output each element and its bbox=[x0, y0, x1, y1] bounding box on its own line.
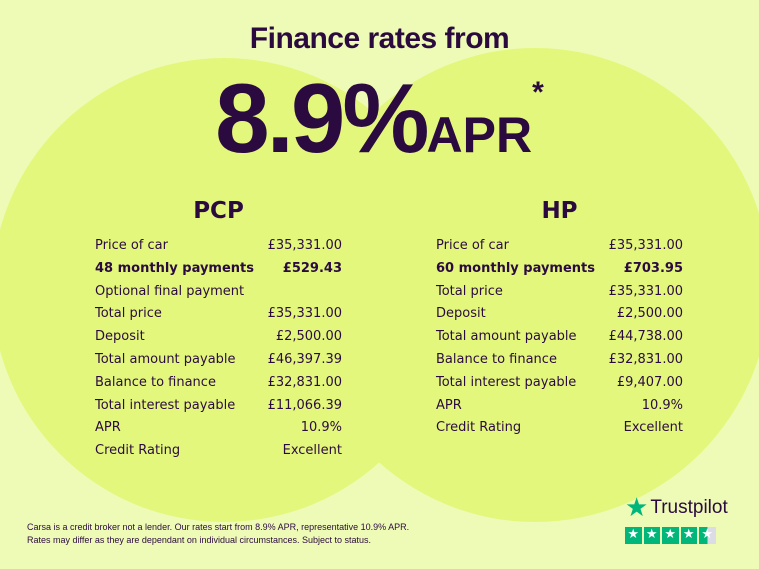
hp-row: APR 10.9% bbox=[436, 395, 683, 418]
row-value: £32,831.00 bbox=[608, 351, 683, 367]
pcp-row: Balance to finance £32,831.00 bbox=[95, 372, 342, 395]
pcp-row: Credit Rating Excellent bbox=[95, 440, 342, 463]
row-label: Optional final payment bbox=[95, 283, 245, 299]
rating-star-icon: ★ bbox=[662, 527, 679, 544]
row-label: Total price bbox=[436, 283, 503, 299]
row-value: £35,331.00 bbox=[608, 283, 683, 299]
pcp-table: PCP Price of car £35,331.00 48 monthly pay… bbox=[95, 198, 342, 463]
row-label: APR bbox=[436, 397, 462, 413]
rating-star-icon: ★ bbox=[643, 527, 660, 544]
rating-star-icon: ★ bbox=[699, 527, 716, 544]
row-label: Total interest payable bbox=[95, 397, 236, 413]
row-label: 60 monthly payments bbox=[436, 260, 595, 276]
pcp-row: APR 10.9% bbox=[95, 417, 342, 440]
trustpilot-rating: ★ ★ ★ ★ ★ bbox=[625, 527, 728, 544]
hp-title: HP bbox=[541, 198, 578, 224]
hp-row: Balance to finance £32,831.00 bbox=[436, 349, 683, 372]
row-label: Credit Rating bbox=[436, 420, 522, 436]
disclaimer-line-1: Carsa is a credit broker not a lender. O… bbox=[27, 522, 410, 532]
row-value: 10.9% bbox=[641, 397, 683, 413]
row-label: Price of car bbox=[95, 238, 168, 253]
pcp-row: Deposit £2,500.00 bbox=[95, 326, 342, 349]
row-value: £32,831.00 bbox=[267, 374, 342, 390]
trustpilot-star-icon: ★ bbox=[625, 492, 649, 522]
row-value: £529.43 bbox=[282, 260, 342, 276]
row-value: Excellent bbox=[623, 420, 683, 436]
row-label: Credit Rating bbox=[95, 443, 181, 459]
pcp-row: Total interest payable £11,066.39 bbox=[95, 395, 342, 418]
rating-star-icon: ★ bbox=[680, 527, 697, 544]
row-value: £9,407.00 bbox=[616, 374, 683, 390]
headline-rate: 8.9%APR* bbox=[0, 62, 759, 173]
hp-row: Price of car £35,331.00 bbox=[436, 235, 683, 258]
headline-title: Finance rates from bbox=[249, 22, 510, 55]
hp-row: 60 monthly payments £703.95 bbox=[436, 258, 683, 281]
row-value: £35,331.00 bbox=[267, 238, 342, 253]
row-value: £703.95 bbox=[623, 260, 683, 276]
hp-table: HP Price of car £35,331.00 60 monthly paym… bbox=[436, 198, 683, 440]
background-circle-right bbox=[300, 48, 759, 522]
asterisk: * bbox=[532, 76, 544, 109]
row-value: £46,397.39 bbox=[267, 351, 342, 367]
pcp-row: Total price £35,331.00 bbox=[95, 303, 342, 326]
row-label: Total interest payable bbox=[436, 374, 577, 390]
row-label: APR bbox=[95, 420, 121, 436]
row-label: Price of car bbox=[436, 238, 509, 253]
pcp-row: 48 monthly payments £529.43 bbox=[95, 258, 342, 281]
rating-star-icon: ★ bbox=[625, 527, 642, 544]
hp-row: Total amount payable £44,738.00 bbox=[436, 326, 683, 349]
row-label: Total amount payable bbox=[95, 351, 236, 367]
hp-row: Deposit £2,500.00 bbox=[436, 303, 683, 326]
hp-row: Credit Rating Excellent bbox=[436, 417, 683, 440]
trustpilot-badge[interactable]: ★ Trustpilot ★ ★ ★ ★ ★ bbox=[625, 492, 728, 544]
pcp-row: Price of car £35,331.00 bbox=[95, 235, 342, 258]
hp-row: Total price £35,331.00 bbox=[436, 281, 683, 304]
row-label: Balance to finance bbox=[95, 374, 216, 390]
row-value: Excellent bbox=[282, 443, 342, 459]
row-label: 48 monthly payments bbox=[95, 260, 254, 276]
row-label: Total price bbox=[95, 306, 162, 322]
row-label: Balance to finance bbox=[436, 351, 557, 367]
row-value: £2,500.00 bbox=[616, 306, 683, 322]
disclaimer: Carsa is a credit broker not a lender. O… bbox=[27, 521, 409, 547]
row-value: £44,738.00 bbox=[608, 329, 683, 345]
trustpilot-name: Trustpilot bbox=[650, 496, 728, 518]
row-value: £35,331.00 bbox=[608, 238, 683, 253]
pcp-row: Optional final payment bbox=[95, 281, 342, 304]
row-value: £2,500.00 bbox=[275, 329, 342, 345]
hp-row: Total interest payable £9,407.00 bbox=[436, 372, 683, 395]
pcp-title: PCP bbox=[193, 198, 244, 224]
apr-label: APR bbox=[426, 107, 533, 163]
row-value: £11,066.39 bbox=[267, 397, 342, 413]
row-label: Deposit bbox=[95, 329, 145, 345]
row-label: Total amount payable bbox=[436, 329, 577, 345]
pcp-row: Total amount payable £46,397.39 bbox=[95, 349, 342, 372]
rate-value: 8.9% bbox=[215, 63, 429, 173]
row-label: Deposit bbox=[436, 306, 486, 322]
row-value: 10.9% bbox=[300, 420, 342, 436]
row-value: £35,331.00 bbox=[267, 306, 342, 322]
disclaimer-line-2: Rates may differ as they are dependant o… bbox=[27, 535, 372, 545]
trustpilot-logo: ★ Trustpilot bbox=[625, 492, 728, 523]
